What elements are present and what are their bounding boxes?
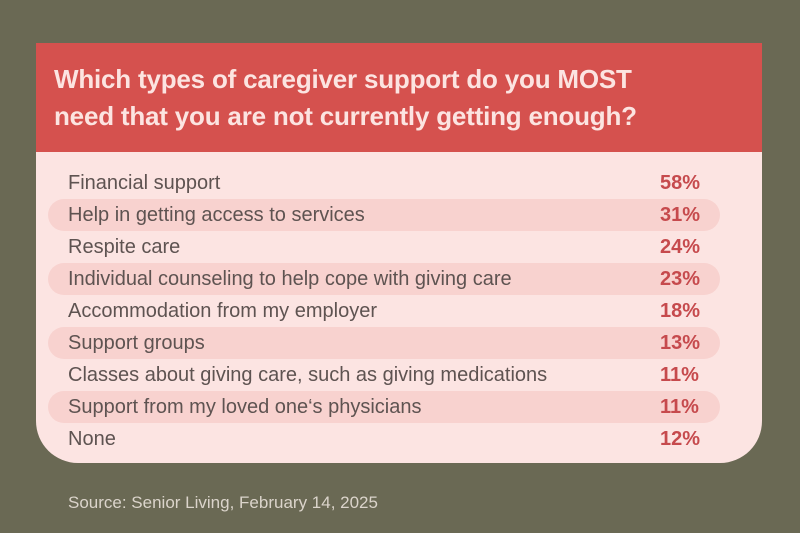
table-row: Support groups 13% [48,327,720,359]
question-title-line2: need that you are not currently getting … [54,100,637,131]
row-value: 24% [660,235,701,258]
table-row: Respite care 24% [48,231,720,263]
results-panel: Financial support 58% Help in getting ac… [36,152,762,463]
row-value: 11% [660,363,699,386]
table-row: Classes about giving care, such as givin… [48,359,720,391]
row-label: Financial support [68,171,221,194]
table-row: Help in getting access to services 31% [48,199,720,231]
table-row: Financial support 58% [48,167,720,199]
source-text: Source: Senior Living, February 14, 2025 [68,493,378,512]
row-value: 31% [660,203,701,226]
row-value: 12% [660,427,701,450]
table-row: Support from my loved one‘s physicians 1… [48,391,720,423]
row-label: Support from my loved one‘s physicians [68,395,422,418]
table-row: Accommodation from my employer 18% [48,295,720,327]
table-row: Individual counseling to help cope with … [48,263,720,295]
table-row: None 12% [48,423,720,455]
survey-card: Which types of caregiver support do you … [36,43,762,463]
row-label: Accommodation from my employer [68,299,377,322]
row-label: Classes about giving care, such as givin… [68,363,548,386]
question-title-line1: Which types of caregiver support do you … [54,63,632,94]
row-value: 58% [660,171,701,194]
row-label: Support groups [68,331,205,354]
row-label: Help in getting access to services [68,203,365,226]
row-label: None [68,427,116,450]
row-value: 18% [660,299,701,322]
row-label: Individual counseling to help cope with … [68,267,512,290]
question-header: Which types of caregiver support do you … [36,43,762,152]
row-label: Respite care [68,235,181,258]
row-value: 11% [660,395,699,418]
row-value: 13% [660,331,701,354]
row-value: 23% [660,267,701,290]
